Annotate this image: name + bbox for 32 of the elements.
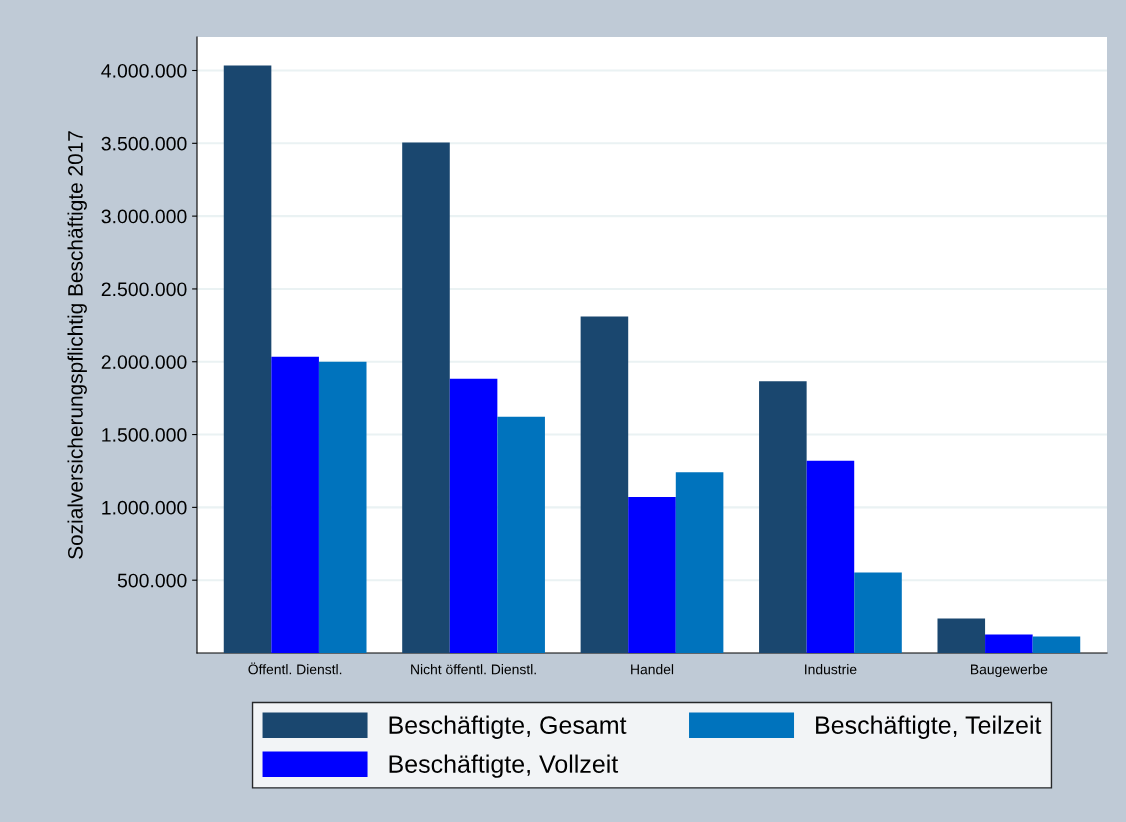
legend-label: Beschäftigte, Gesamt — [389, 715, 627, 739]
y-tick-label: 4.000.000 — [101, 63, 187, 78]
y-tick-label: 1.500.000 — [102, 428, 187, 442]
bar — [985, 634, 1033, 653]
legend-label: Beschäftigte, Teilzeit — [816, 715, 1042, 739]
y-tick-label: 500.000 — [117, 573, 187, 588]
bar — [497, 416, 545, 653]
bar — [759, 381, 807, 653]
bar — [449, 378, 498, 653]
bar — [271, 356, 319, 653]
x-tick-label: Nicht öffentl. Dienstl. — [411, 664, 536, 675]
y-tick-label: 2.500.000 — [101, 282, 187, 297]
legend-label: Beschäftigte, Vollzeit — [389, 754, 619, 778]
bar — [223, 65, 272, 653]
bar — [1032, 636, 1081, 653]
x-tick-label: Baugewerbe — [971, 664, 1048, 678]
y-tick-label: 3.500.000 — [101, 136, 187, 151]
y-tick-label: 3.000.000 — [101, 209, 187, 224]
bar — [318, 361, 367, 653]
x-tick-label: Handel — [631, 664, 674, 675]
bar — [806, 460, 855, 653]
y-tick-label: 2.000.000 — [101, 355, 187, 369]
bar — [402, 142, 450, 653]
bar — [628, 497, 676, 653]
bar — [854, 572, 902, 653]
bar — [937, 618, 986, 653]
x-tick-label: Öffentl. Dienstl. — [248, 662, 342, 675]
bar — [675, 472, 724, 653]
y-tick-label: 1.000.000 — [102, 500, 187, 515]
x-tick-label: Industrie — [805, 664, 857, 675]
bar — [580, 316, 629, 653]
y-axis-title: Sozialversicherungspflichtig Beschäftigte 2017 — [67, 131, 87, 559]
